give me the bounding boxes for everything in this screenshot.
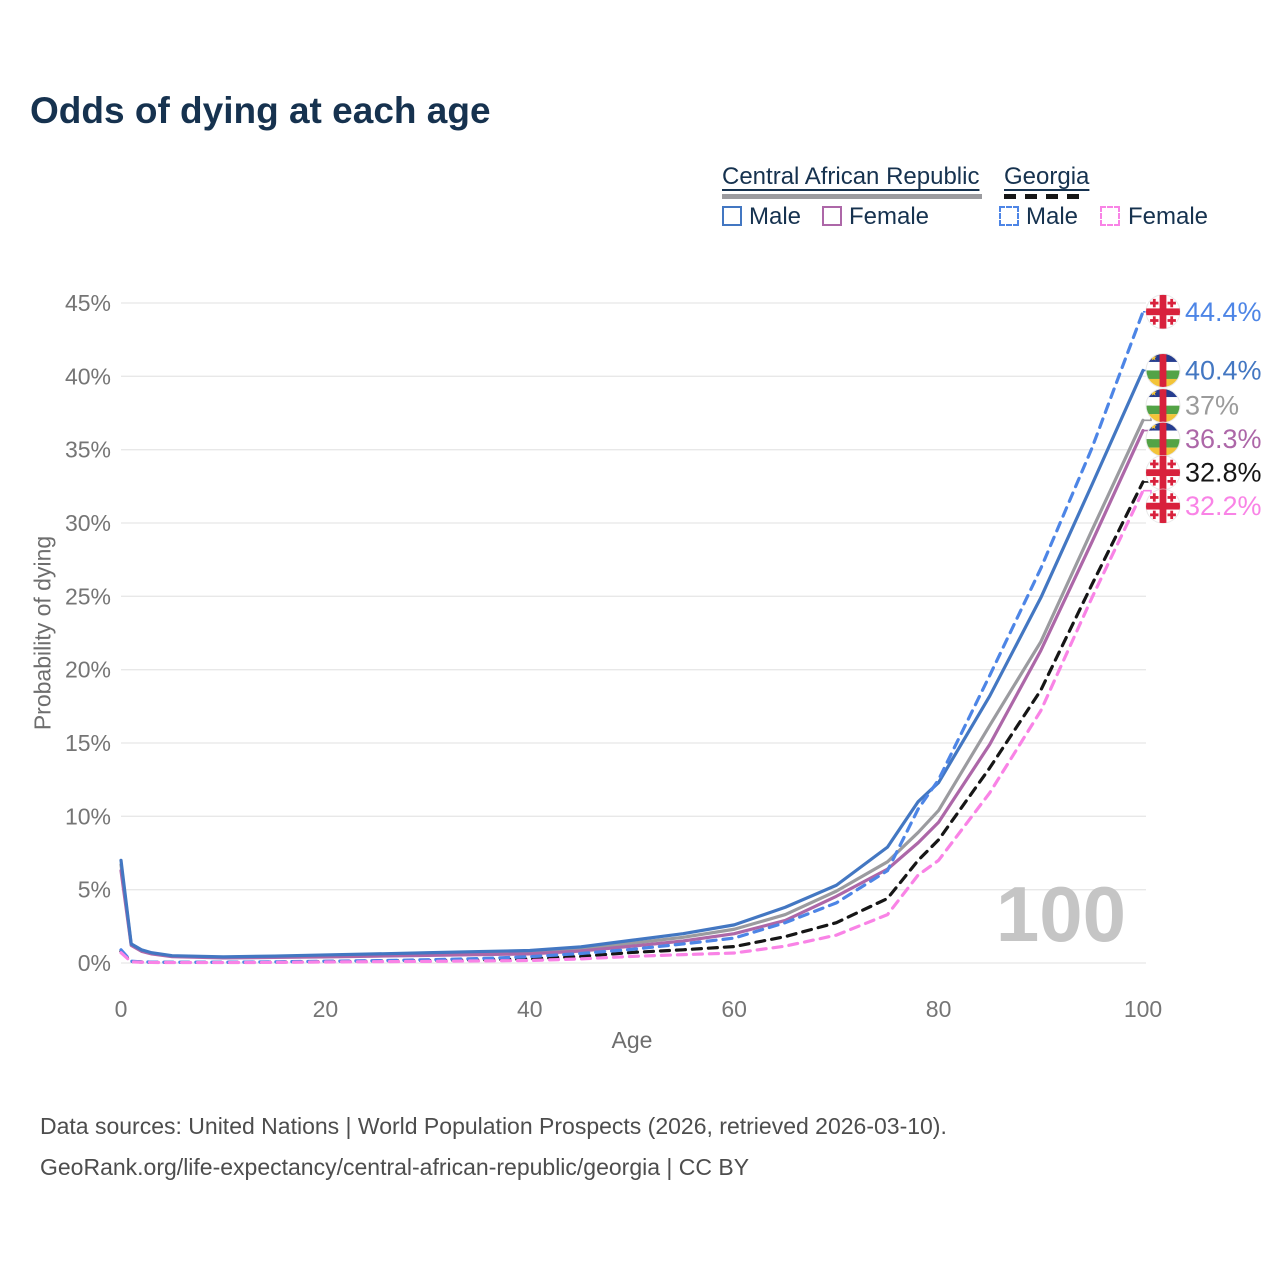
series-line-georgia-both-sexes[interactable] xyxy=(119,480,1145,965)
y-tick-label-45: 45% xyxy=(65,290,111,316)
end-label-georgia-both-sexes: 32.8% xyxy=(1185,458,1262,488)
y-tick-label-35: 35% xyxy=(65,437,111,463)
legend-swatch-georgia-female-icon[interactable] xyxy=(1100,206,1120,226)
legend-rule-central-african-republic xyxy=(722,194,982,199)
legend-swatch-car-female-icon[interactable] xyxy=(822,206,842,226)
x-tick-label-40: 40 xyxy=(517,996,543,1022)
y-tick-label-15: 15% xyxy=(65,730,111,756)
legend-group-georgia[interactable]: Georgia xyxy=(1004,163,1090,190)
watermark-age-100: 100 xyxy=(996,870,1126,958)
x-tick-label-0: 0 xyxy=(115,996,128,1022)
legend-rule-georgia xyxy=(1004,194,1088,199)
flag-icon-georgia-georgia-female xyxy=(1145,488,1181,524)
series-line-georgia-male[interactable] xyxy=(119,310,1145,964)
y-tick-label-25: 25% xyxy=(65,583,111,609)
legend-item-georgia-male[interactable]: Male xyxy=(1026,203,1079,230)
y-tick-label-10: 10% xyxy=(65,803,111,829)
end-label-georgia-female: 32.2% xyxy=(1185,491,1262,521)
x-tick-label-60: 60 xyxy=(721,996,747,1022)
y-tick-label-0: 0% xyxy=(78,950,111,976)
legend-item-car-female[interactable]: Female xyxy=(849,203,930,230)
series-line-georgia-female[interactable] xyxy=(119,489,1145,965)
series-line-central-african-republic-both-sexes[interactable] xyxy=(119,418,1145,960)
legend-swatch-car-male-icon[interactable] xyxy=(722,206,742,226)
y-tick-label-5: 5% xyxy=(78,877,111,903)
flag-icon-car-central-african-republic-both-sexes xyxy=(1145,388,1181,424)
end-label-central-african-republic-female: 36.3% xyxy=(1185,424,1262,454)
x-axis-title: Age xyxy=(611,1027,653,1053)
legend-item-georgia-female[interactable]: Female xyxy=(1128,203,1209,230)
y-tick-label-30: 30% xyxy=(65,510,111,536)
y-axis-title: Probability of dying xyxy=(29,535,56,731)
footer-attribution: GeoRank.org/life-expectancy/central-afri… xyxy=(40,1154,750,1180)
flag-icon-car-central-african-republic-male xyxy=(1145,352,1181,388)
flag-icon-car-central-african-republic-female xyxy=(1145,421,1181,457)
end-label-georgia-male: 44.4% xyxy=(1185,297,1262,327)
legend-swatch-georgia-male-icon[interactable] xyxy=(999,206,1019,226)
x-tick-label-20: 20 xyxy=(313,996,339,1022)
y-tick-label-20: 20% xyxy=(65,657,111,683)
footer: Data sources: United Nations | World Pop… xyxy=(40,1106,947,1188)
end-label-central-african-republic-male: 40.4% xyxy=(1185,355,1262,385)
series-line-central-african-republic-male[interactable] xyxy=(119,368,1145,959)
x-tick-label-80: 80 xyxy=(926,996,952,1022)
legend-group-central-african-republic[interactable]: Central African Republic xyxy=(722,163,980,190)
y-tick-label-40: 40% xyxy=(65,363,111,389)
x-tick-label-100: 100 xyxy=(1124,996,1162,1022)
flag-icon-georgia-georgia-both-sexes xyxy=(1145,455,1181,491)
flag-icon-georgia-georgia-male xyxy=(1145,294,1181,330)
page-title: Odds of dying at each age xyxy=(30,90,491,131)
end-label-central-african-republic-both-sexes: 37% xyxy=(1185,391,1239,421)
legend-item-car-male[interactable]: Male xyxy=(749,203,802,230)
footer-data-sources: Data sources: United Nations | World Pop… xyxy=(40,1113,947,1139)
